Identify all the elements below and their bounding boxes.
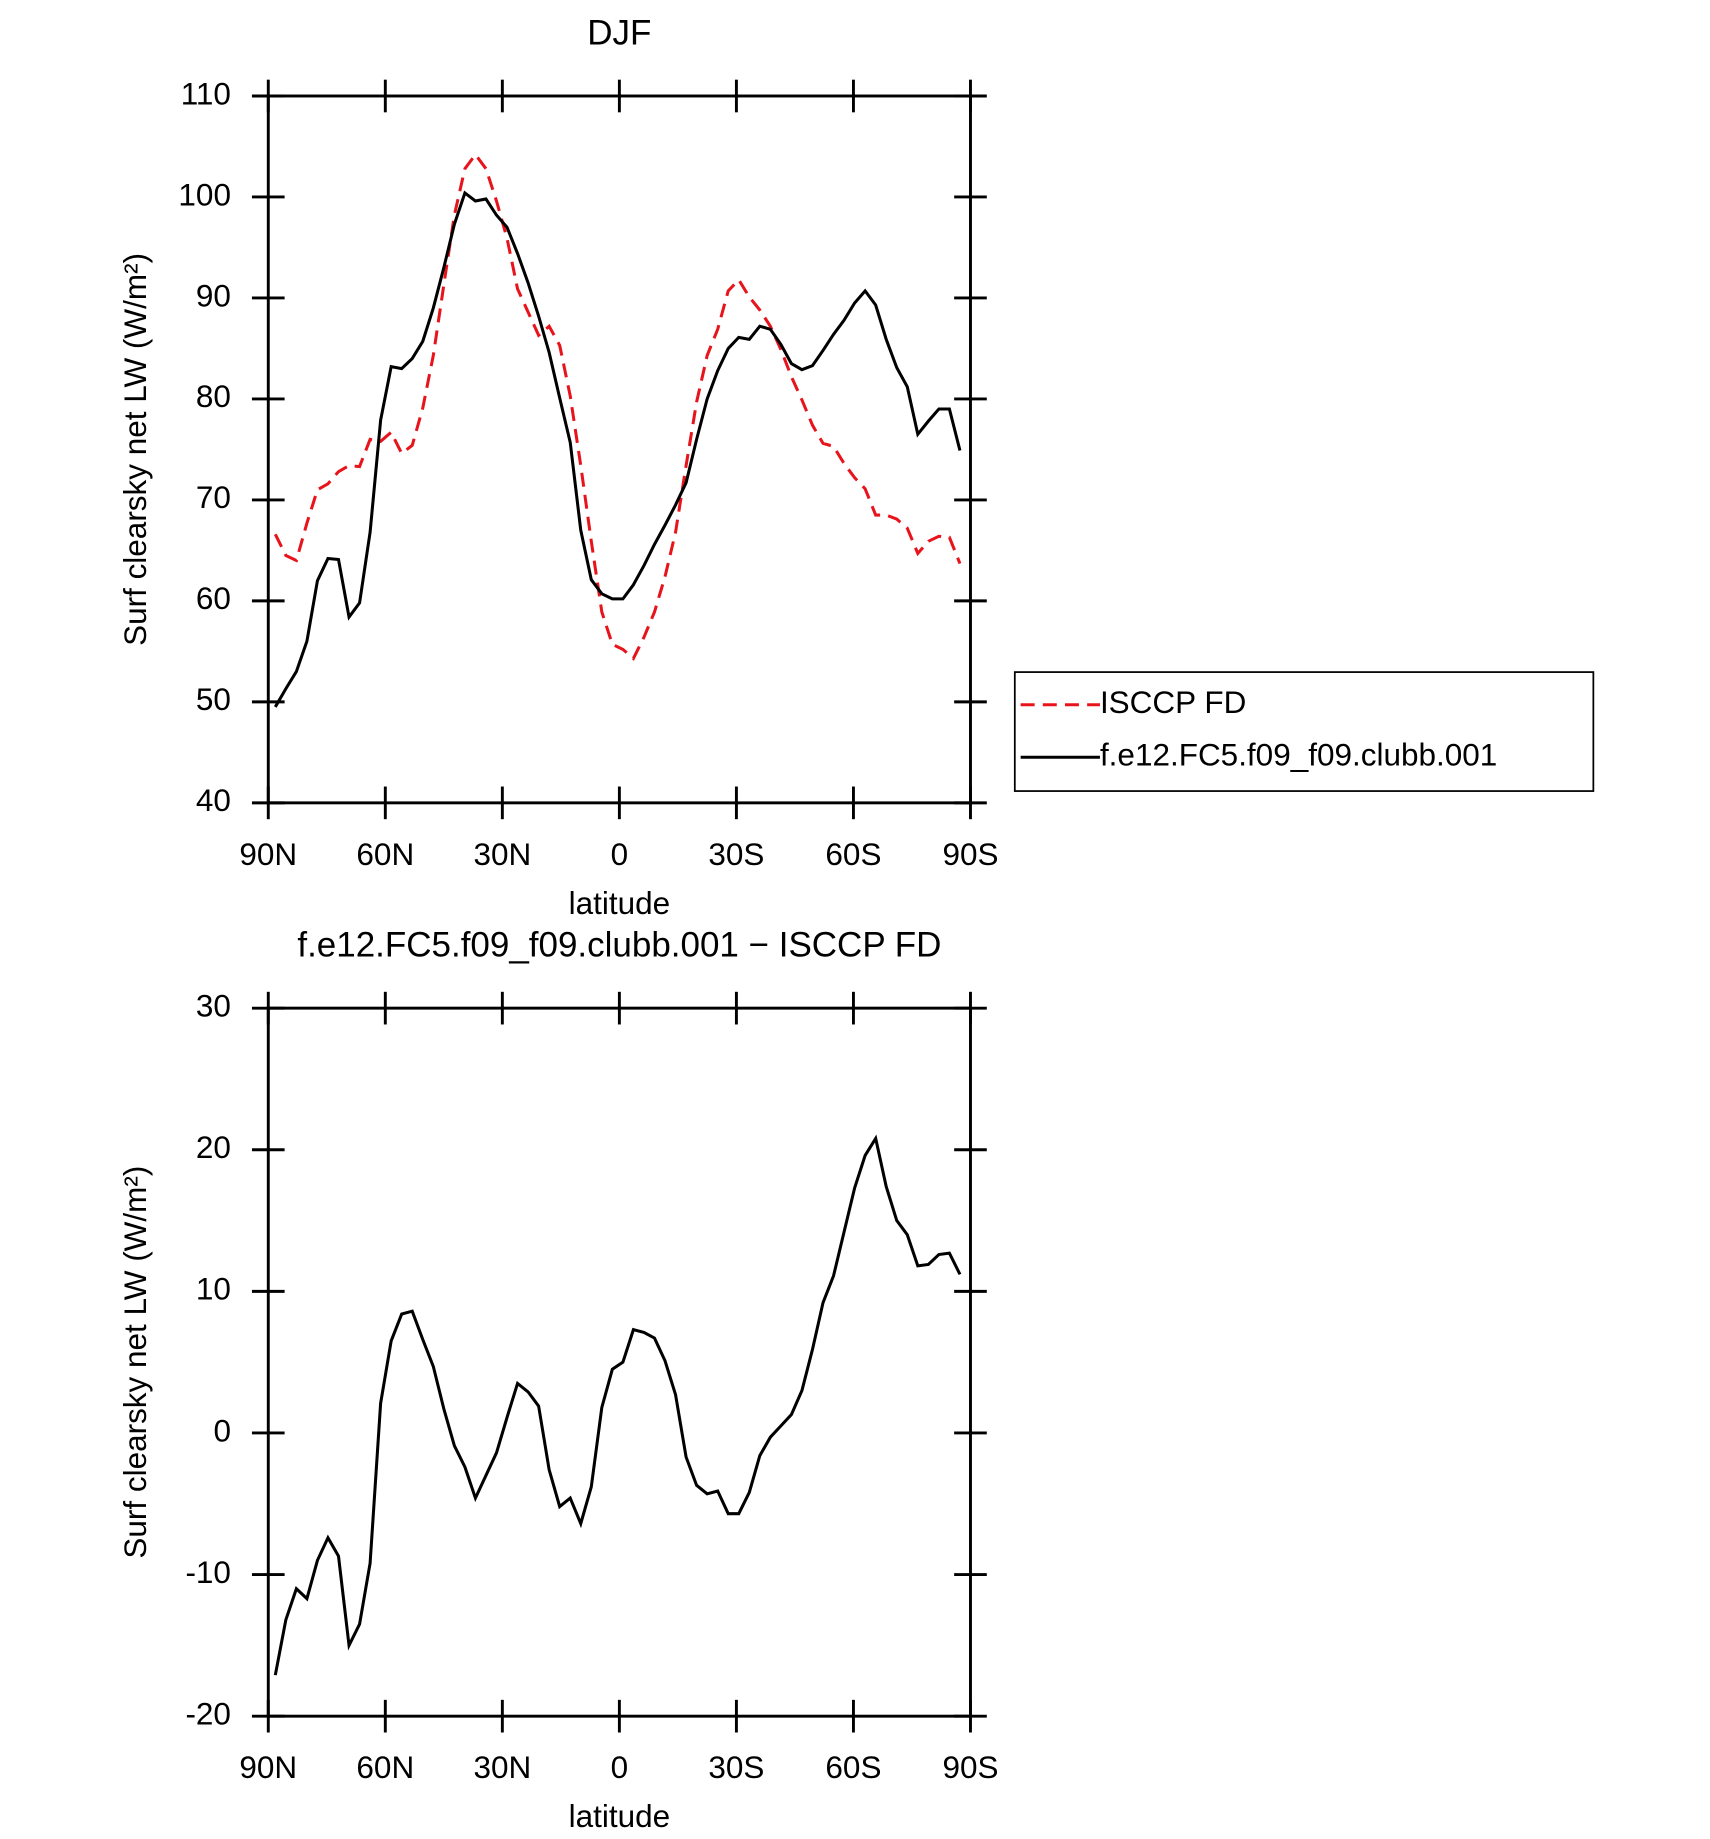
y-tick-label: 110 xyxy=(181,75,231,111)
x-tick-label: 30S xyxy=(708,1749,764,1785)
x-tick-label: 0 xyxy=(611,836,629,872)
x-axis-label: latitude xyxy=(569,1798,671,1834)
y-tick-label: -20 xyxy=(185,1695,231,1731)
x-axis-label: latitude xyxy=(569,885,671,921)
plot-frame xyxy=(266,1006,972,1718)
y-tick-label: 90 xyxy=(196,277,231,313)
plot-frame xyxy=(266,94,972,805)
y-tick-label: 70 xyxy=(196,479,231,515)
x-tick-label: 60N xyxy=(356,1749,414,1785)
y-tick-label: 100 xyxy=(178,176,231,212)
x-tick-label: 90N xyxy=(239,1749,297,1785)
chart-title: DJF xyxy=(587,14,651,53)
y-tick-label: 50 xyxy=(196,681,231,717)
x-tick-label: 60N xyxy=(356,836,414,872)
y-tick-label: 20 xyxy=(196,1129,231,1165)
y-axis-label: Surf clearsky net LW (W/m²) xyxy=(117,253,153,646)
legend-label: f.e12.FC5.f09_f09.clubb.001 xyxy=(1100,737,1497,773)
y-axis-label: Surf clearsky net LW (W/m²) xyxy=(117,1166,153,1559)
x-tick-label: 60S xyxy=(825,1749,881,1785)
y-tick-label: 30 xyxy=(196,987,231,1023)
data-line xyxy=(273,190,962,708)
y-tick-label: -10 xyxy=(185,1554,231,1590)
data-line xyxy=(273,152,962,661)
chart-title: f.e12.FC5.f09_f09.clubb.001 − ISCCP FD xyxy=(297,926,941,965)
x-tick-label: 90N xyxy=(239,836,297,872)
y-tick-label: 0 xyxy=(213,1412,231,1448)
x-tick-label: 0 xyxy=(611,1749,629,1785)
x-tick-label: 90S xyxy=(942,836,998,872)
x-tick-label: 30S xyxy=(708,836,764,872)
y-tick-label: 80 xyxy=(196,378,231,414)
y-tick-label: 60 xyxy=(196,580,231,616)
x-tick-label: 30N xyxy=(473,836,531,872)
data-line xyxy=(273,1134,962,1676)
legend-label: ISCCP FD xyxy=(1100,684,1246,720)
x-tick-label: 30N xyxy=(473,1749,531,1785)
x-tick-label: 90S xyxy=(942,1749,998,1785)
x-tick-label: 60S xyxy=(825,836,881,872)
legend-box xyxy=(1013,671,1595,792)
y-tick-label: 10 xyxy=(196,1271,231,1307)
y-tick-label: 40 xyxy=(196,782,231,818)
